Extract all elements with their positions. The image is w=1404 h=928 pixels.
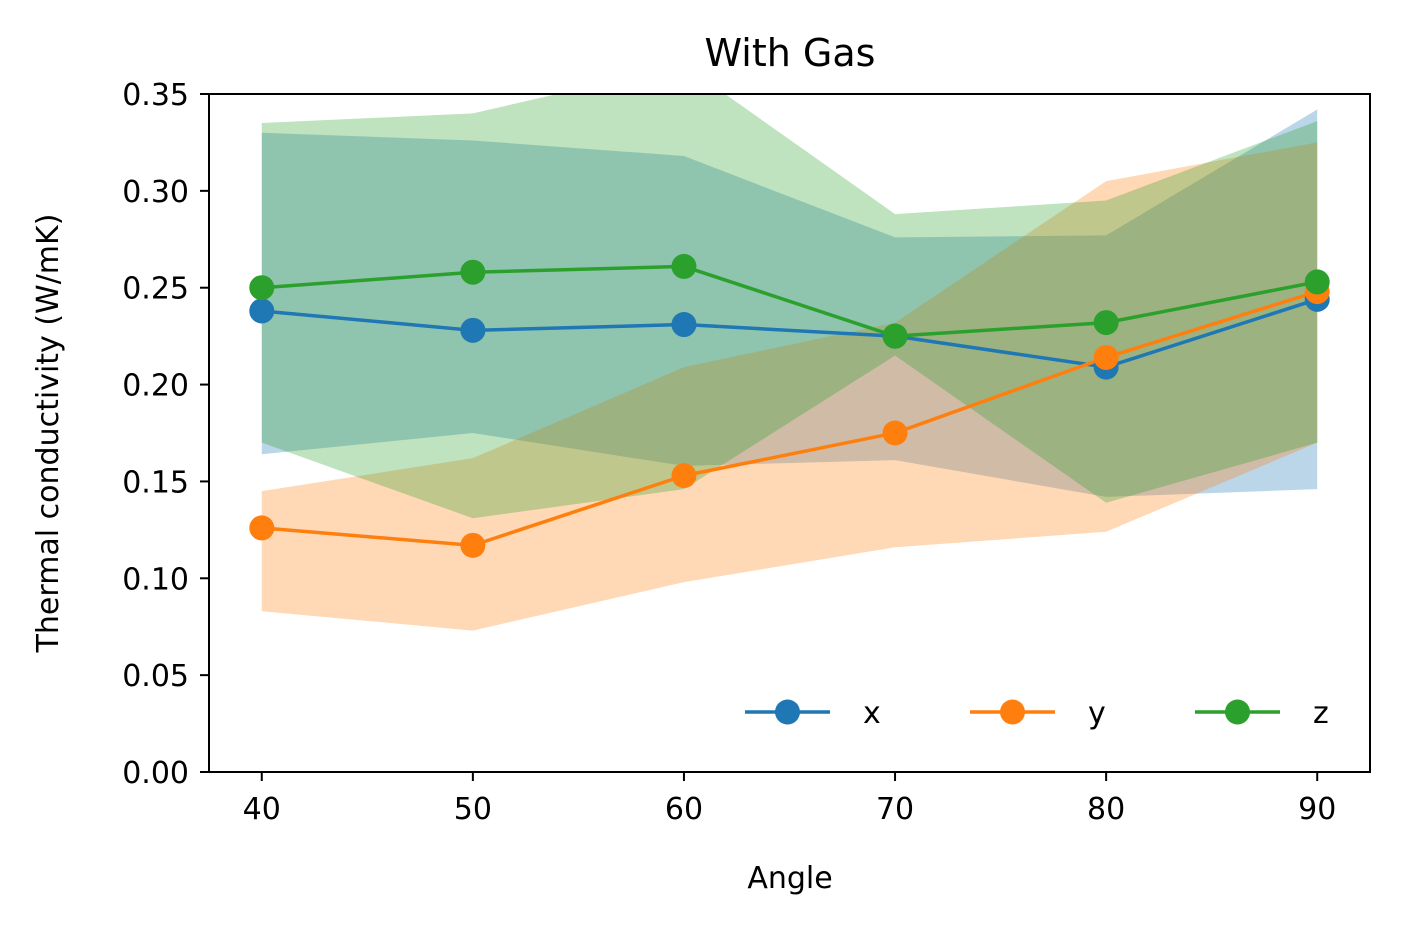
series-markers: [249, 253, 1330, 558]
legend: x y z: [745, 696, 1329, 731]
x-axis-label: Angle: [747, 861, 832, 896]
legend-label-z: z: [1313, 696, 1329, 731]
y-tick-label: 0.30: [122, 175, 189, 210]
legend-label-x: x: [863, 696, 881, 731]
point-z-60: [671, 253, 697, 279]
y-axis-label: Thermal conductivity (W/mK): [31, 214, 66, 654]
point-z-40: [249, 275, 275, 301]
line-y: [261, 289, 1318, 548]
legend-item-y: y: [970, 696, 1106, 731]
y-tick-label: 0.15: [122, 465, 189, 500]
y-tick-label: 0.25: [122, 272, 189, 307]
line-z: [261, 264, 1318, 338]
x-tick-label: 80: [1087, 792, 1125, 827]
y-tick-label: 0.05: [122, 659, 189, 694]
point-z-70: [882, 323, 908, 349]
point-z-50: [460, 259, 486, 285]
y-axis-ticks: 0.00 0.05 0.10 0.15 0.20 0.25 0.30 0.35: [122, 78, 209, 791]
legend-label-y: y: [1088, 696, 1106, 731]
point-y-70: [882, 420, 908, 446]
legend-marker-x: [775, 699, 800, 725]
point-z-90: [1304, 269, 1330, 295]
x-tick-label: 50: [454, 792, 492, 827]
legend-marker-y: [1000, 699, 1025, 725]
point-y-60: [671, 463, 697, 489]
x-tick-label: 40: [243, 792, 281, 827]
y-tick-label: 0.10: [122, 562, 189, 597]
y-tick-label: 0.20: [122, 369, 189, 404]
line-x: [261, 297, 1318, 369]
y-tick-label: 0.00: [122, 756, 189, 791]
point-x-40: [249, 298, 275, 324]
band-z: [261, 94, 1318, 519]
plot-frame: [208, 93, 1371, 773]
y-tick-label: 0.35: [122, 78, 189, 113]
legend-item-x: x: [745, 696, 881, 731]
point-y-40: [249, 515, 275, 541]
series-lines: [261, 264, 1318, 548]
chart-title: With Gas: [705, 31, 876, 75]
x-tick-label: 90: [1298, 792, 1336, 827]
point-x-60: [671, 312, 697, 338]
x-tick-label: 60: [665, 792, 703, 827]
confidence-bands: [261, 94, 1318, 631]
band-y: [261, 142, 1318, 631]
point-x-50: [460, 317, 486, 343]
point-z-80: [1093, 310, 1119, 336]
x-tick-label: 70: [876, 792, 914, 827]
band-x: [261, 109, 1318, 497]
legend-marker-z: [1225, 699, 1250, 725]
x-axis-ticks: 40 50 60 70 80 90: [243, 772, 1336, 827]
point-y-80: [1093, 344, 1119, 370]
point-y-50: [460, 532, 486, 558]
legend-item-z: z: [1195, 696, 1329, 731]
